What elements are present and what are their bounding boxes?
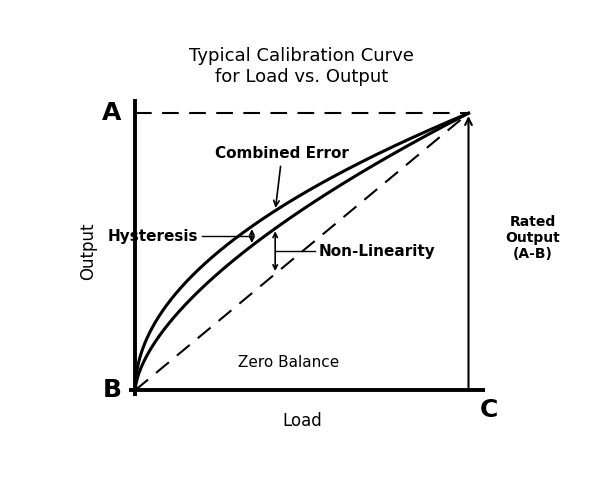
- Text: Hysteresis: Hysteresis: [108, 228, 199, 243]
- Text: Zero Balance: Zero Balance: [238, 355, 339, 370]
- Text: C: C: [479, 398, 498, 422]
- Text: Output: Output: [79, 223, 98, 281]
- Text: B: B: [102, 378, 122, 402]
- Text: A: A: [102, 101, 122, 125]
- Text: Non-Linearity: Non-Linearity: [318, 244, 435, 259]
- Text: Rated
Output
(A-B): Rated Output (A-B): [505, 214, 560, 261]
- Text: Typical Calibration Curve
for Load vs. Output: Typical Calibration Curve for Load vs. O…: [190, 47, 414, 85]
- Text: Combined Error: Combined Error: [216, 146, 349, 206]
- Text: Load: Load: [282, 412, 321, 429]
